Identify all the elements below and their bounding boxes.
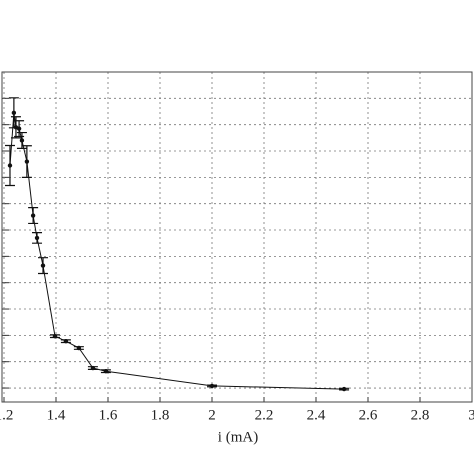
data-point [34, 235, 40, 241]
data-point [24, 159, 30, 164]
x-axis-label: i (mA) [218, 429, 258, 445]
data-point [209, 383, 215, 389]
x-tick-label: 1.8 [151, 407, 170, 423]
plot-frame [1, 71, 473, 403]
x-tick-label: 2.8 [411, 407, 430, 423]
data-point [103, 368, 109, 374]
data-point [63, 338, 69, 344]
data-point [341, 386, 347, 392]
data-point [52, 333, 58, 339]
x-tick-label: 2.2 [255, 407, 274, 423]
x-tick-label: 1.2 [0, 407, 13, 423]
x-tick-label: 3 [468, 407, 474, 423]
data-line [9, 112, 345, 390]
data-point [19, 138, 25, 143]
data-point [7, 163, 13, 168]
x-tick-label: 2.4 [307, 407, 326, 423]
data-point [40, 263, 46, 268]
x-tick-label: 1.6 [99, 407, 118, 423]
x-tick-label: 2 [208, 407, 216, 423]
x-tick-label: 1.4 [47, 407, 66, 423]
data-point [90, 365, 96, 371]
data-point [76, 345, 82, 351]
data-point [30, 213, 36, 218]
x-tick-label: 2.6 [359, 407, 378, 423]
data-point [16, 126, 22, 131]
data-point [11, 110, 17, 116]
